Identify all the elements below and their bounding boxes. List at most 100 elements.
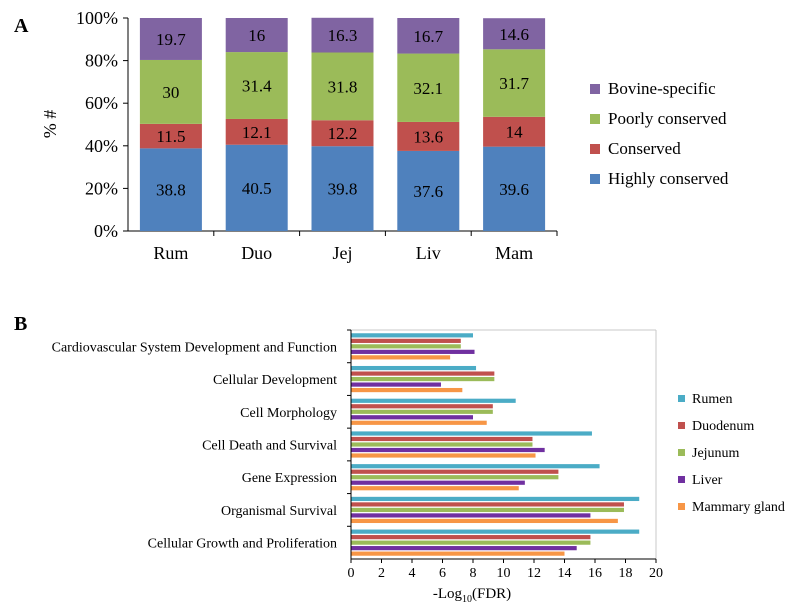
bar-bovine-specific-duo xyxy=(225,18,288,53)
panel-b-legend: Rumen Duodenum Jejunum Liver Mammary gland xyxy=(678,392,785,515)
bar-rumen-organismal-survival xyxy=(351,496,640,502)
x-tick-label: 6 xyxy=(439,566,446,581)
bar-highly-conserved-rum xyxy=(139,148,202,231)
x-tick-label: 16 xyxy=(588,566,602,581)
panel-a-y-axis-label: % # xyxy=(40,110,60,139)
bar-bovine-specific-rum xyxy=(139,18,202,60)
bar-poorly-conserved-mam xyxy=(483,49,546,117)
panel-b-horizontal-bar-chart: B 0 2 4 6 8 10 12 14 16 18 20 Cardiovascular System… xyxy=(14,313,785,604)
bar-liver-cell-morphology xyxy=(351,415,473,420)
bar-mammary-gland-organismal-survival xyxy=(351,518,618,524)
legend-label-rumen: Rumen xyxy=(692,392,732,407)
legend-label-jejunum: Jejunum xyxy=(692,446,740,461)
bar-mammary-gland-gene-expression xyxy=(351,486,519,491)
x-tick-label-duo: Duo xyxy=(241,243,272,263)
data-label-highly-conserved-mam: 39.6 xyxy=(499,180,529,199)
bar-duodenum-cardiovascular-system-development-and-function xyxy=(351,338,461,343)
data-label-highly-conserved-liv: 37.6 xyxy=(413,182,443,201)
bar-mammary-gland-cellular-development xyxy=(351,387,463,393)
data-label-poorly-conserved-duo: 31.4 xyxy=(242,77,272,96)
y-tick-label: 0% xyxy=(94,221,118,241)
bar-bovine-specific-liv xyxy=(397,18,460,54)
y-tick-label-cell-death-and-survival: Cell Death and Survival xyxy=(202,439,337,454)
data-label-bovine-specific-duo: 16 xyxy=(248,26,265,45)
y-tick-label: 40% xyxy=(85,136,118,156)
bar-rumen-cardiovascular-system-development-and-function xyxy=(351,333,473,338)
legend-swatch-conserved xyxy=(590,144,600,154)
x-tick-label: 4 xyxy=(409,566,416,581)
bar-poorly-conserved-jej xyxy=(311,52,374,121)
x-label-main: -Log xyxy=(433,586,463,602)
bar-poorly-conserved-liv xyxy=(397,53,460,122)
bar-jejunum-cellular-growth-and-proliferation xyxy=(351,540,591,545)
legend-label-duodenum: Duodenum xyxy=(692,419,754,434)
data-label-conserved-liv: 13.6 xyxy=(413,127,443,146)
data-label-highly-conserved-jej: 39.8 xyxy=(328,180,358,199)
bar-rumen-cell-morphology xyxy=(351,398,516,403)
bar-jejunum-gene-expression xyxy=(351,475,559,480)
bar-jejunum-cell-morphology xyxy=(351,409,493,414)
bar-jejunum-cellular-development xyxy=(351,376,495,382)
legend-swatch-liver xyxy=(678,476,685,483)
data-label-conserved-mam: 14 xyxy=(506,123,524,142)
bar-mammary-gland-cell-death-and-survival xyxy=(351,453,536,458)
bar-conserved-mam xyxy=(483,116,546,147)
x-tick-label-jej: Jej xyxy=(333,243,353,263)
bar-poorly-conserved-duo xyxy=(225,52,288,119)
bar-rumen-gene-expression xyxy=(351,464,600,469)
data-label-highly-conserved-duo: 40.5 xyxy=(242,179,272,198)
panel-b-axes: 0 2 4 6 8 10 12 14 16 18 20 Cardiovascular System D… xyxy=(52,329,663,581)
x-tick-label: 0 xyxy=(348,566,355,581)
legend-swatch-poorly-conserved xyxy=(590,114,600,124)
bar-poorly-conserved-rum xyxy=(139,59,202,124)
y-tick-label: 20% xyxy=(85,178,118,198)
legend-swatch-bovine-specific xyxy=(590,84,600,94)
legend-label-mammary-gland: Mammary gland xyxy=(692,500,785,515)
bar-duodenum-gene-expression xyxy=(351,469,559,474)
y-tick-label-gene-expression: Gene Expression xyxy=(242,471,337,486)
y-tick-label-cell-morphology: Cell Morphology xyxy=(240,406,337,421)
panel-b-bars xyxy=(351,333,640,556)
bar-liver-cellular-development xyxy=(351,382,441,387)
bar-liver-gene-expression xyxy=(351,480,525,485)
bar-liver-organismal-survival xyxy=(351,513,591,518)
bar-mammary-gland-cardiovascular-system-development-and-function xyxy=(351,355,451,360)
bar-duodenum-cellular-development xyxy=(351,371,495,376)
bar-jejunum-cardiovascular-system-development-and-function xyxy=(351,344,461,349)
bar-highly-conserved-liv xyxy=(397,150,460,231)
x-tick-label: 12 xyxy=(527,566,541,581)
legend-swatch-highly-conserved xyxy=(590,174,600,184)
bar-jejunum-cell-death-and-survival xyxy=(351,442,533,447)
y-tick-label-cellular-development: Cellular Development xyxy=(213,373,337,388)
bar-rumen-cell-death-and-survival xyxy=(351,431,592,436)
panel-a-stacked-bar-chart: A 0% 20% 40% 60% 80% 100% Rum Duo Jej Liv Mam 38.8… xyxy=(14,8,729,263)
x-tick-label: 18 xyxy=(619,566,633,581)
legend-label-bovine-specific: Bovine-specific xyxy=(608,79,716,98)
bar-highly-conserved-jej xyxy=(311,146,374,231)
legend-label-liver: Liver xyxy=(692,473,723,488)
data-label-poorly-conserved-mam: 31.7 xyxy=(499,74,529,93)
x-tick-label: 2 xyxy=(378,566,385,581)
bar-conserved-liv xyxy=(397,121,460,151)
data-label-bovine-specific-jej: 16.3 xyxy=(328,26,358,45)
data-label-conserved-duo: 12.1 xyxy=(242,123,272,142)
y-tick-label: 100% xyxy=(76,8,118,28)
data-label-poorly-conserved-jej: 31.8 xyxy=(328,77,358,96)
panel-a-data-labels: 38.8 11.5 30 19.7 40.5 12.1 31.4 16 39.8 12.2 31.8… xyxy=(156,25,529,201)
bar-conserved-duo xyxy=(225,118,288,145)
x-tick-label-mam: Mam xyxy=(495,243,533,263)
bar-liver-cellular-growth-and-proliferation xyxy=(351,546,577,551)
data-label-poorly-conserved-liv: 32.1 xyxy=(413,79,443,98)
legend-swatch-jejunum xyxy=(678,449,685,456)
x-tick-label-liv: Liv xyxy=(416,243,441,263)
bar-bovine-specific-mam xyxy=(483,18,546,50)
bar-highly-conserved-duo xyxy=(225,144,288,231)
bar-jejunum-organismal-survival xyxy=(351,507,624,513)
panel-a-letter: A xyxy=(14,15,29,37)
y-tick-label-cellular-growth-and-proliferation: Cellular Growth and Proliferation xyxy=(148,537,337,552)
bar-duodenum-cell-morphology xyxy=(351,404,493,409)
data-label-highly-conserved-rum: 38.8 xyxy=(156,181,186,200)
legend-label-poorly-conserved: Poorly conserved xyxy=(608,109,727,128)
data-label-conserved-rum: 11.5 xyxy=(156,127,185,146)
